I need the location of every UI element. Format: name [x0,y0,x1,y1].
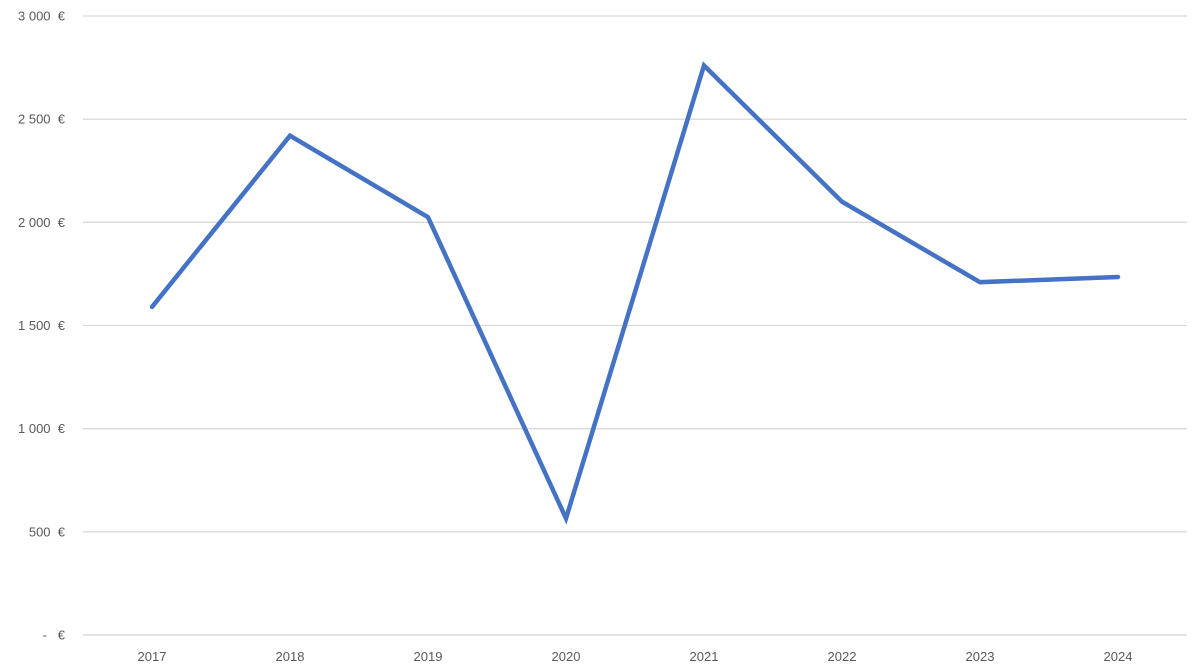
x-axis-tick-label: 2023 [966,649,995,664]
y-axis-tick-label: 2 500 € [18,112,66,127]
data-line [149,61,1121,525]
y-axis-tick-label: 3 000 € [18,9,66,24]
x-axis-tick-label: 2022 [828,649,857,664]
x-axis-tick-label: 2019 [414,649,443,664]
x-axis-tick-label: 2024 [1104,649,1133,664]
x-axis-tick-label: 2020 [552,649,581,664]
y-axis-tick-label: - € [43,628,66,643]
y-axis-tick-label: 2 000 € [18,215,66,230]
y-axis-tick-label: 500 € [29,524,66,539]
x-axis-tick-label: 2018 [276,649,305,664]
x-axis-tick-label: 2017 [138,649,167,664]
x-axis-tick-label: 2021 [690,649,719,664]
y-axis-tick-label: 1 500 € [18,318,66,333]
y-axis-tick-label: 1 000 € [18,421,66,436]
